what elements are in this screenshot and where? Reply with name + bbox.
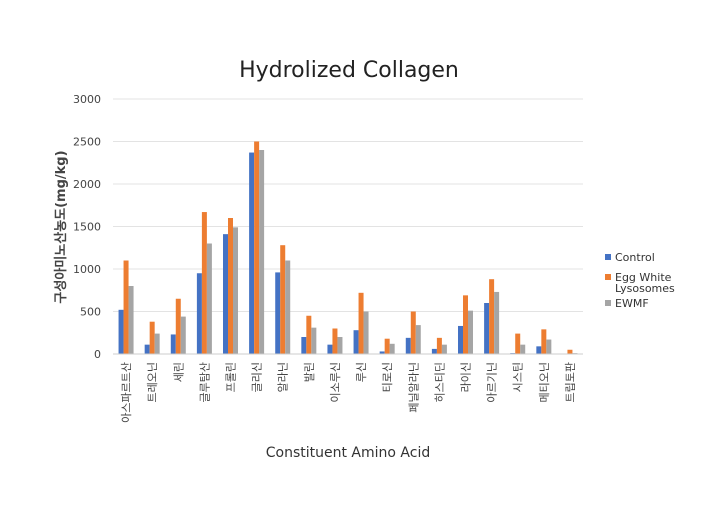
bar xyxy=(389,343,395,354)
bar xyxy=(175,298,181,354)
bar xyxy=(249,152,255,354)
bar xyxy=(384,338,390,354)
chart-title: Hydrolized Collagen xyxy=(239,58,459,83)
bar xyxy=(144,344,150,354)
x-tick-label: 아스파르트산 xyxy=(120,362,133,423)
x-tick-label: 아르기닌 xyxy=(486,362,499,402)
legend-swatch xyxy=(605,254,611,260)
bar xyxy=(410,311,416,354)
bar xyxy=(353,330,359,354)
legend-swatch xyxy=(605,274,611,280)
bar xyxy=(306,315,312,354)
legend-label: EWMF xyxy=(615,297,649,310)
legend-label-line: EWMF xyxy=(615,297,649,310)
x-axis-ticks: 아스파르트산 트레오닌 세린 글루탐산 프롤린 글리신 알라닌 발린 이소루신 루신 티로신 페닐알라… xyxy=(120,362,577,423)
legend: Control Egg White Lysosomes EWMF xyxy=(605,251,675,310)
bar xyxy=(363,311,369,354)
x-tick-label: 라이신 xyxy=(460,362,473,392)
x-tick-label: 이소루신 xyxy=(329,362,342,402)
bar xyxy=(415,325,421,354)
y-tick-label: 3000 xyxy=(73,93,101,106)
bar xyxy=(275,272,281,354)
bar xyxy=(379,351,385,354)
bar xyxy=(259,150,265,354)
bar xyxy=(337,337,343,354)
bar xyxy=(327,344,333,354)
bar xyxy=(567,349,573,354)
bar xyxy=(441,344,447,354)
bar xyxy=(233,227,238,354)
x-tick-label: 티로신 xyxy=(381,362,394,392)
x-tick-label: 시스틴 xyxy=(512,362,525,392)
y-tick-label: 1000 xyxy=(73,263,101,276)
legend-label: Control xyxy=(615,251,655,264)
x-tick-label: 트립토판 xyxy=(564,362,577,402)
bar xyxy=(536,346,542,354)
bar xyxy=(484,303,490,354)
bar xyxy=(228,218,233,354)
x-tick-label: 페닐알라닌 xyxy=(406,362,420,413)
bar xyxy=(546,339,552,354)
bar xyxy=(463,295,468,354)
bar xyxy=(170,334,176,354)
x-tick-label: 메티오닌 xyxy=(538,362,551,402)
bar xyxy=(123,260,129,354)
x-tick-label: 알라닌 xyxy=(276,362,290,392)
x-axis-label: Constituent Amino Acid xyxy=(266,445,430,461)
y-tick-label: 2500 xyxy=(73,136,101,149)
bar xyxy=(494,291,500,354)
y-tick-label: 500 xyxy=(80,306,101,319)
bar xyxy=(405,337,411,354)
legend-label-line: Control xyxy=(615,251,655,264)
bar xyxy=(128,286,134,354)
legend-label: Egg White Lysosomes xyxy=(615,271,675,295)
bar xyxy=(223,234,228,354)
bar xyxy=(436,337,442,354)
y-tick-label: 2000 xyxy=(73,178,101,191)
bars xyxy=(118,141,578,354)
bar xyxy=(332,328,338,354)
y-tick-label: 0 xyxy=(94,348,101,361)
x-tick-label: 히스티딘 xyxy=(432,362,446,402)
bar xyxy=(206,243,212,354)
x-tick-label: 글리신 xyxy=(251,362,264,392)
bar xyxy=(358,292,364,354)
legend-label-line: Lysosomes xyxy=(615,282,675,295)
bar xyxy=(149,321,155,354)
bar xyxy=(311,327,317,354)
bar xyxy=(118,309,124,354)
x-tick-label: 트레오닌 xyxy=(146,362,159,402)
bar xyxy=(301,337,307,354)
bar xyxy=(489,279,495,354)
bar xyxy=(154,333,160,354)
y-axis-label: 구성아미노산농도(mg/kg) xyxy=(53,150,69,303)
bar xyxy=(180,316,186,354)
bar xyxy=(285,260,291,354)
legend-label-line: Egg White xyxy=(615,271,672,284)
x-tick-label: 루신 xyxy=(355,362,368,382)
bar xyxy=(468,310,473,354)
legend-swatch xyxy=(605,300,611,306)
bar xyxy=(196,273,202,354)
x-tick-label: 글루탐산 xyxy=(198,362,211,402)
bar xyxy=(541,329,547,354)
bar xyxy=(458,325,463,354)
x-tick-label: 발린 xyxy=(303,362,316,382)
bar xyxy=(201,212,207,354)
x-tick-label: 프롤린 xyxy=(225,362,238,392)
y-tick-label: 1500 xyxy=(73,221,101,234)
bar xyxy=(254,141,260,354)
gridlines xyxy=(113,98,583,312)
y-axis-ticks: 0 500 1000 1500 2000 2500 3000 xyxy=(73,93,101,361)
bar xyxy=(431,348,437,354)
x-tick-label: 세린 xyxy=(172,362,185,382)
bar xyxy=(515,333,521,354)
bar xyxy=(520,344,526,354)
bar xyxy=(280,245,286,354)
